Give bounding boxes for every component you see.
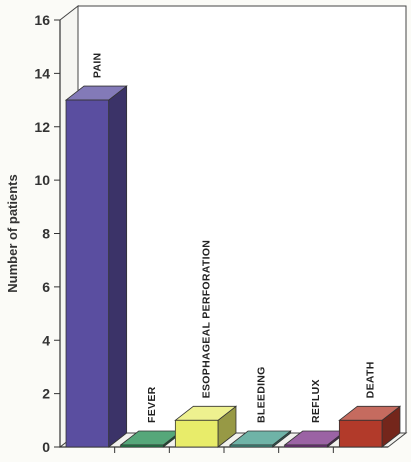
y-tick-label: 2 — [42, 386, 50, 402]
y-tick-label: 6 — [42, 279, 50, 295]
category-label: ESOPHAGEAL PERFORATION — [201, 240, 213, 398]
y-axis-label: Number of patients — [5, 174, 20, 292]
bar-front — [229, 444, 274, 448]
bar-front — [65, 99, 110, 448]
bar-front — [284, 444, 328, 448]
category-label: REFLUX — [310, 379, 322, 423]
y-tick-label: 12 — [34, 119, 50, 135]
bars — [64, 85, 402, 448]
back-wall — [77, 5, 407, 434]
y-tick-label: 16 — [34, 12, 50, 28]
category-label: PAIN — [91, 53, 103, 79]
bar-side — [108, 85, 128, 448]
bar-esophageal-perforation — [174, 405, 238, 448]
category-label: FEVER — [146, 386, 158, 423]
bar-front — [338, 419, 383, 448]
bar-reflux — [283, 430, 347, 448]
bar-front — [120, 444, 164, 448]
y-tick-label: 0 — [42, 439, 50, 455]
y-tick-label: 10 — [34, 172, 50, 188]
bar-pain — [64, 85, 128, 448]
category-label: DEATH — [365, 361, 377, 398]
labels: PAIN FEVER ESOPHAGEAL PERFORATION BLEEDING R… — [91, 53, 376, 423]
y-tick-label: 8 — [42, 226, 50, 242]
bar-death — [338, 405, 402, 448]
y-tick-label: 4 — [42, 332, 50, 348]
category-label: BLEEDING — [255, 366, 267, 423]
y-tick-label: 14 — [34, 65, 50, 81]
bar-bleeding — [228, 430, 292, 448]
bar-front — [174, 419, 219, 448]
